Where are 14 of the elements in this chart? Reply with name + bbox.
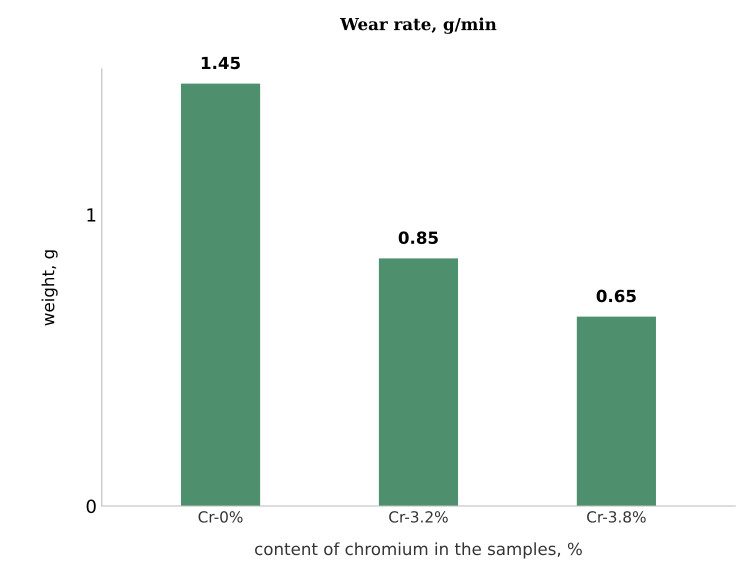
- data-label: 0.85: [398, 231, 438, 244]
- chart-title: Wear rate, g/min: [340, 17, 496, 34]
- x-tick-label: Cr-0%: [198, 511, 243, 523]
- y-tick-label: 0: [86, 499, 96, 514]
- bar: [576, 316, 656, 506]
- data-label: 0.65: [596, 290, 636, 302]
- data-label: 1.45: [202, 56, 240, 70]
- x-tick-label: Cr-3.2%: [389, 511, 448, 523]
- bar: [378, 258, 458, 506]
- x-tick-label: Cr-3.8%: [587, 511, 646, 523]
- y-tick-label: 1: [87, 208, 96, 222]
- y-axis-title: weight, g: [42, 250, 58, 326]
- x-axis-title: content of chromium in the samples, %: [255, 542, 582, 558]
- bar: [180, 84, 260, 506]
